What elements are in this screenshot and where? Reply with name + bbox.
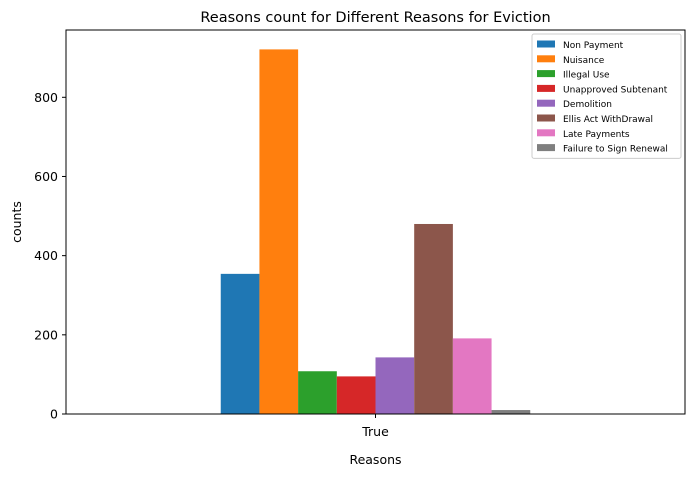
bar-demolition [375, 357, 415, 414]
axes-layer: True 0 200 400 600 800 [34, 29, 686, 439]
bar-late-payments [452, 338, 492, 414]
legend-swatch [537, 70, 555, 78]
legend-label: Unapproved Subtenant [563, 85, 668, 95]
bar-ellis-act-withdrawal [414, 223, 453, 414]
x-axis-label: Reasons [349, 452, 401, 467]
legend-label: Non Payment [563, 41, 624, 51]
legend-label: Nuisance [563, 56, 605, 66]
bar-failure-to-sign-renewal [491, 410, 531, 414]
y-tick-label: 400 [34, 248, 58, 263]
bar-non-payment [220, 273, 260, 414]
legend-swatch [537, 84, 555, 92]
legend-swatch [537, 40, 555, 48]
legend: Non Payment Nuisance Illegal Use Unapproved… [531, 33, 682, 159]
bars-layer [220, 49, 531, 414]
legend-box [531, 33, 682, 159]
bar-unapproved-subtenant [336, 376, 376, 414]
legend-swatch [537, 114, 555, 122]
y-axis-label: counts [9, 201, 24, 243]
legend-swatch [537, 129, 555, 137]
legend-label: Illegal Use [563, 71, 610, 81]
chart-title: Reasons count for Different Reasons for … [200, 10, 550, 26]
x-tick-label: True [361, 424, 389, 439]
legend-label: Failure to Sign Renewal [563, 145, 668, 155]
y-tick-label: 0 [50, 407, 58, 422]
plot-frame [65, 29, 686, 415]
bar-illegal-use [298, 371, 337, 414]
y-tick-label: 600 [34, 169, 58, 184]
y-tick-label: 800 [34, 90, 58, 105]
y-tick-label: 200 [34, 327, 58, 342]
legend-swatch [537, 99, 555, 107]
bar-nuisance [259, 49, 299, 414]
legend-label: Late Payments [563, 130, 630, 140]
legend-label: Ellis Act WithDrawal [563, 115, 653, 125]
legend-label: Demolition [563, 100, 612, 110]
legend-swatch [537, 55, 555, 63]
legend-swatch [537, 144, 555, 152]
